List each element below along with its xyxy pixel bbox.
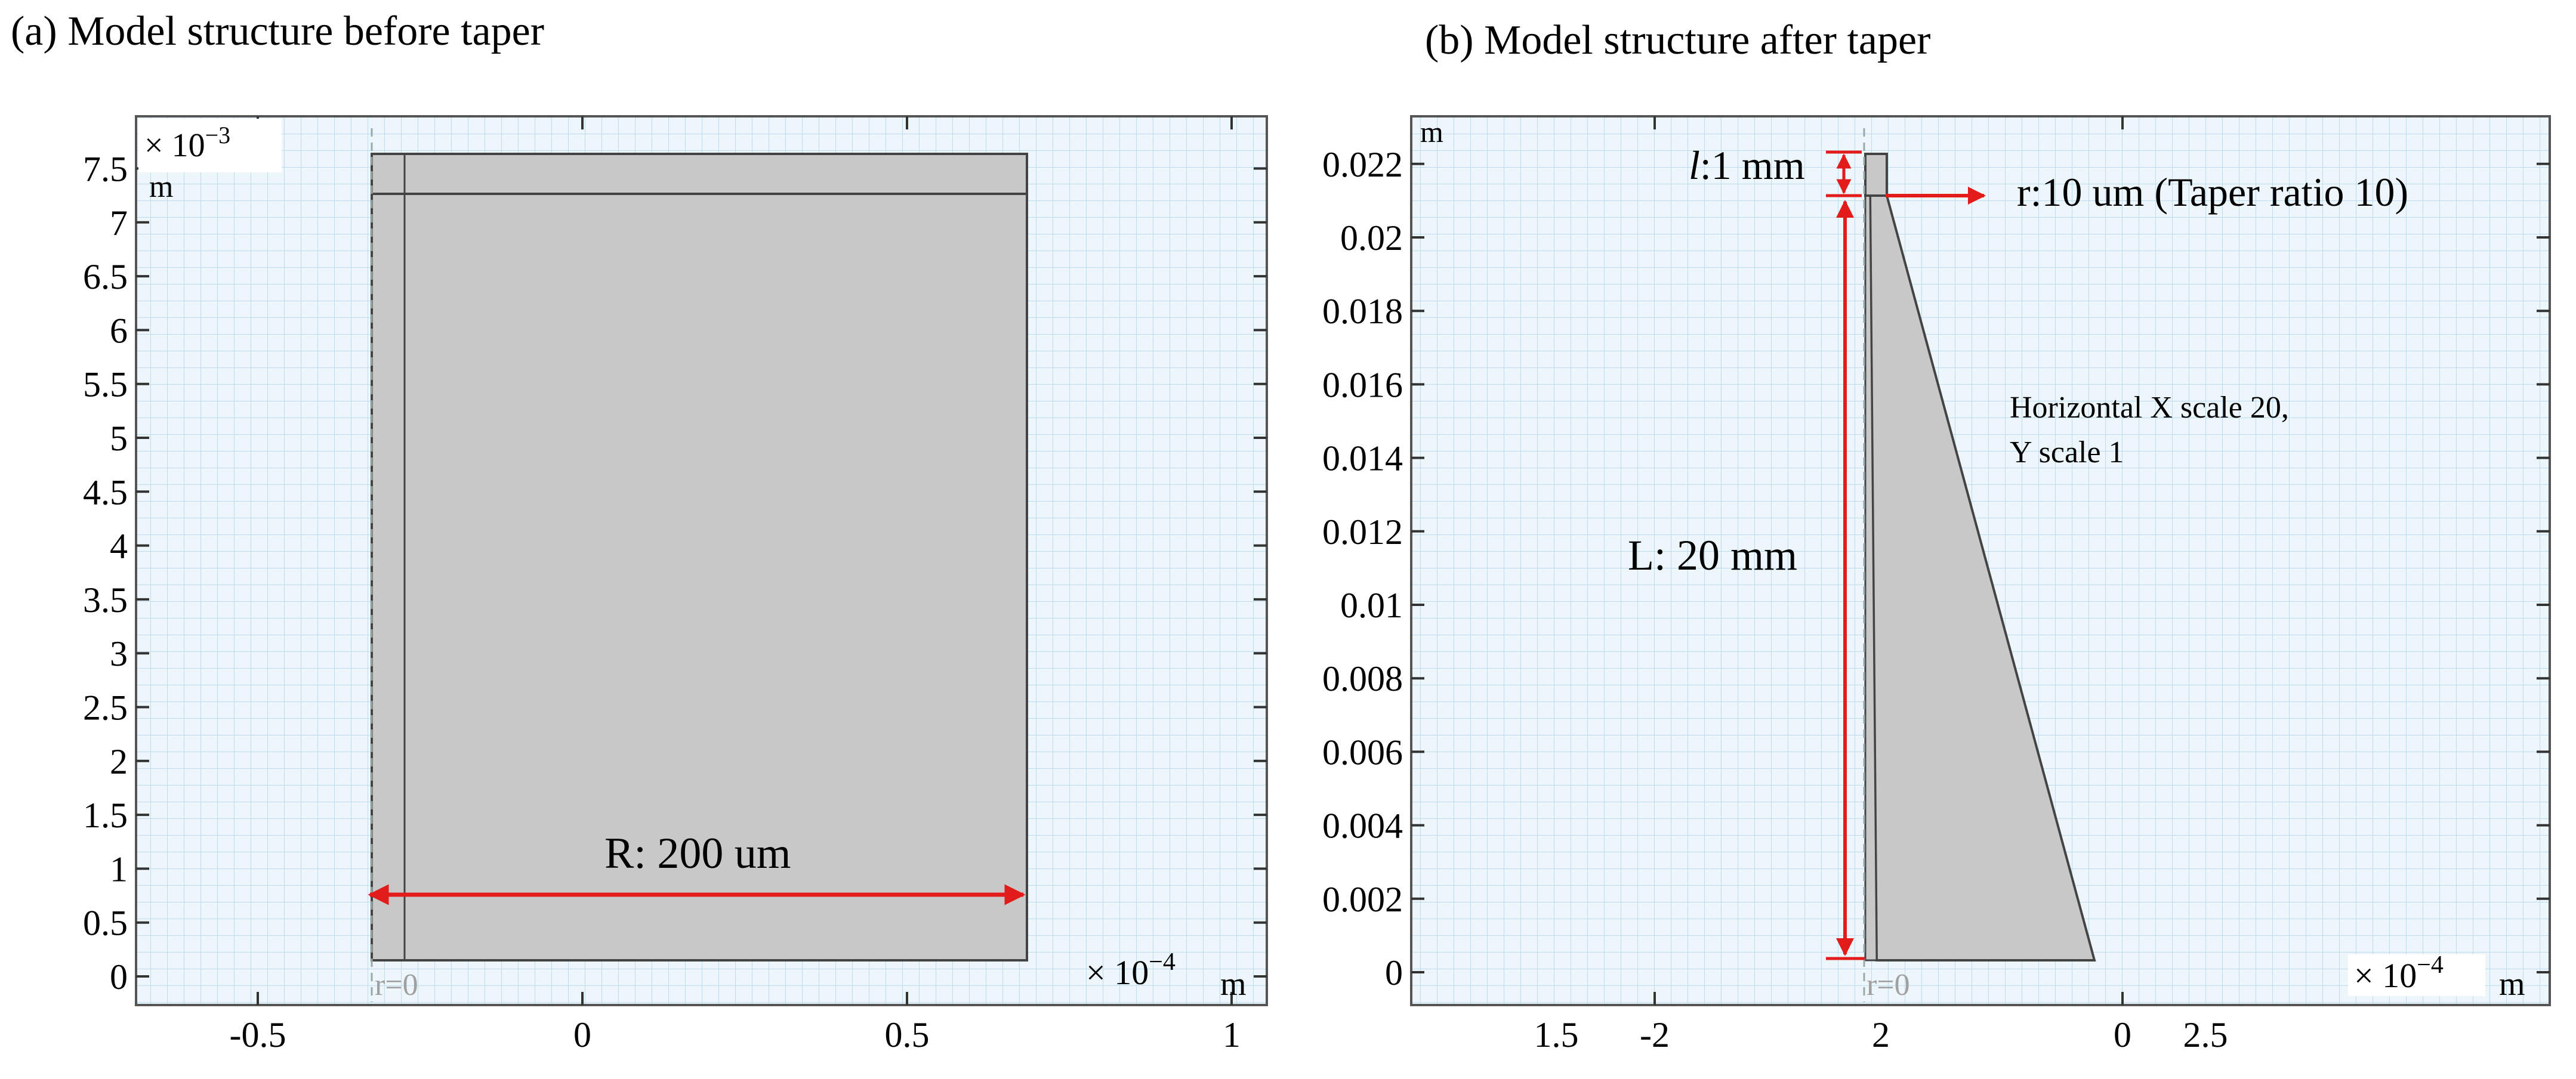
panel-a-radius-label: R: 200 um [604,829,791,878]
panel-b-y-tick-label: 0 [1385,953,1403,993]
panel-b-plot-frame [1410,115,2551,1006]
panel-a-y-tick-label: 3.5 [83,580,128,620]
panel-a-y-axis: 0 0.5 1 1.5 2 2.5 3 3.5 4 4.5 5 5.5 6 6.5 7 7.5 [83,150,1267,997]
panel-b-l-label: l:1 mm [1689,143,1805,188]
panel-b-y-tick-label: 0.008 [1322,659,1403,698]
panel-b-y-tick-label: 0.01 [1340,586,1403,625]
panel-a-plot-frame [135,115,1268,1006]
panel-b-axis-marker: r=0 [1867,968,1910,1002]
panel-b-x-axis: -2024 [1640,116,2131,1055]
panel-a-y-tick-label: 1.5 [83,796,128,835]
panel-b-scale-note-line2: Y scale 1 [2010,435,2124,469]
panel-a-axis-marker: r=0 [375,968,418,1002]
panel-a-y-tick-label: 5 [110,419,128,458]
panel-a-y-tick-label: 5.5 [83,365,128,404]
panel-a-y-tick-label: 7.5 [83,150,128,189]
panel-b-untapered-section [1864,153,1888,197]
panel-b-y-tick-label: 0.022 [1322,145,1403,184]
panel-b-y-tick-label: 0.014 [1322,439,1403,478]
panel-b-y-tick-label: 0.002 [1322,880,1403,919]
panel-a: (a) Model structure before taper 0 0.5 1 1.… [11,8,2228,1055]
panel-b-y-tick-label: 0.004 [1322,806,1403,846]
panel-b-L-label: L: 20 mm [1628,531,1797,579]
panel-a-y-tick-label: 2 [110,742,128,781]
panel-a-y-unit: m [149,170,173,204]
panel-b-title: (b) Model structure after taper [1425,17,1930,63]
panel-b-scale-note-line1: Horizontal X scale 20, [2010,391,2289,425]
panel-b-y-tick-label: 0.02 [1340,218,1403,258]
panel-b-y-tick-label: 0.016 [1322,365,1403,404]
panel-b-x-exponent: × 10−4 [2354,951,2444,995]
panel-a-x-exponent: × 10−4 [1086,948,1176,992]
panel-a-x-tick-label: 0.5 [885,1015,930,1055]
panel-a-y-tick-label: 6 [110,311,128,350]
panel-a-y-exponent-box [138,119,282,172]
panel-b-r-label: r:10 um (Taper ratio 10) [2017,169,2408,215]
panel-a-x-axis: -0.5 0 0.5 1 1.5 2 2.5 [230,116,2228,1055]
panel-b-x-unit: m [2499,966,2525,1003]
panel-a-x-tick-label: 1 [1223,1015,1241,1055]
panel-a-y-tick-label: 2.5 [83,688,128,728]
panel-a-domain-rectangle [371,153,1028,961]
panel-b-y-tick-label: 0.006 [1322,732,1403,772]
panel-a-x-tick-label: -0.5 [230,1015,286,1055]
panel-a-y-tick-label: 4 [110,527,128,566]
panel-a-x-tick-label: 2 [1872,1015,1890,1055]
panel-a-y-tick-label: 3 [110,634,128,673]
panel-a-y-tick-label: 7 [110,203,128,243]
panel-a-x-tick-label: 1.5 [1534,1015,1579,1055]
panel-a-x-tick-label: 2.5 [2183,1015,2228,1055]
panel-b-y-unit: m [1420,115,1443,149]
panel-b-y-axis: 0 0.002 0.004 0.006 0.008 0.01 0.012 0.014 0.016… [1322,145,2550,993]
panel-b-x-tick-label: -2 [1640,1015,1670,1055]
panel-b-x-exponent-box [2348,954,2485,996]
panel-a-y-tick-label: 6.5 [83,257,128,296]
panel-a-y-tick-label: 1 [110,849,128,889]
panel-a-y-exponent: × 10−3 [144,122,230,164]
panel-a-y-tick-label: 0.5 [83,904,128,943]
panel-a-x-tick-label: 0 [573,1015,591,1055]
panel-b: (b) Model structure after taper 0 0.002 0.… [1322,17,2551,1055]
panel-b-y-tick-label: 0.012 [1322,512,1403,552]
panel-b-y-tick-label: 0.018 [1322,292,1403,331]
panel-a-title: (a) Model structure before taper [11,8,544,54]
panel-a-x-unit: m [1220,966,1247,1003]
panel-a-y-tick-label: 0 [110,957,128,997]
panel-b-x-tick-label: 0 [2114,1015,2131,1055]
panel-a-y-tick-label: 4.5 [83,472,128,512]
